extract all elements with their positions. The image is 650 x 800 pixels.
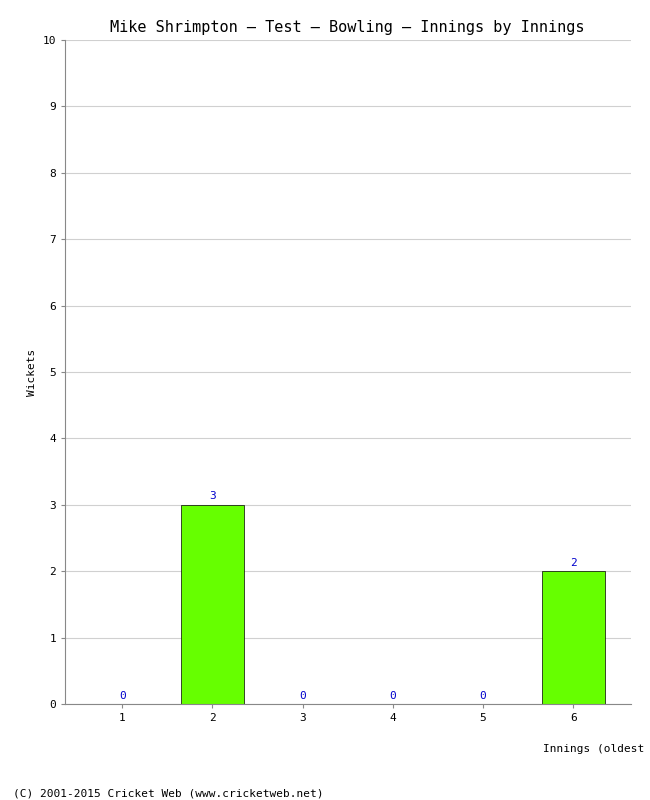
Bar [181, 505, 244, 704]
Text: (C) 2001-2015 Cricket Web (www.cricketweb.net): (C) 2001-2015 Cricket Web (www.cricketwe… [13, 788, 324, 798]
Text: 0: 0 [119, 690, 125, 701]
Text: 3: 3 [209, 491, 216, 502]
Text: 0: 0 [299, 690, 306, 701]
Text: 2: 2 [570, 558, 577, 568]
Bar [541, 571, 604, 704]
Y-axis label: Wickets: Wickets [27, 348, 37, 396]
Text: 0: 0 [480, 690, 486, 701]
Title: Mike Shrimpton – Test – Bowling – Innings by Innings: Mike Shrimpton – Test – Bowling – Inning… [111, 20, 585, 34]
X-axis label: Innings (oldest to newest): Innings (oldest to newest) [543, 744, 650, 754]
Text: 0: 0 [389, 690, 396, 701]
